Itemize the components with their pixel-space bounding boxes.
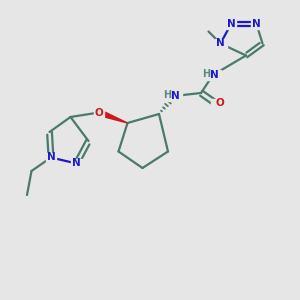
Text: N: N <box>210 70 219 80</box>
Text: H: H <box>202 69 211 79</box>
Text: N: N <box>226 19 236 29</box>
Text: N: N <box>216 38 225 49</box>
Text: N: N <box>252 19 261 29</box>
FancyBboxPatch shape <box>211 99 221 108</box>
FancyBboxPatch shape <box>71 159 82 168</box>
Text: N: N <box>170 91 179 101</box>
Polygon shape <box>98 110 128 123</box>
FancyBboxPatch shape <box>94 108 104 117</box>
Text: N: N <box>72 158 81 169</box>
FancyBboxPatch shape <box>251 19 262 29</box>
FancyBboxPatch shape <box>226 19 236 29</box>
FancyBboxPatch shape <box>167 91 182 101</box>
FancyBboxPatch shape <box>46 153 56 162</box>
FancyBboxPatch shape <box>214 39 226 48</box>
Text: H: H <box>163 90 172 100</box>
FancyBboxPatch shape <box>206 70 220 80</box>
Text: O: O <box>94 107 103 118</box>
Text: N: N <box>46 152 56 163</box>
Text: O: O <box>215 98 224 109</box>
